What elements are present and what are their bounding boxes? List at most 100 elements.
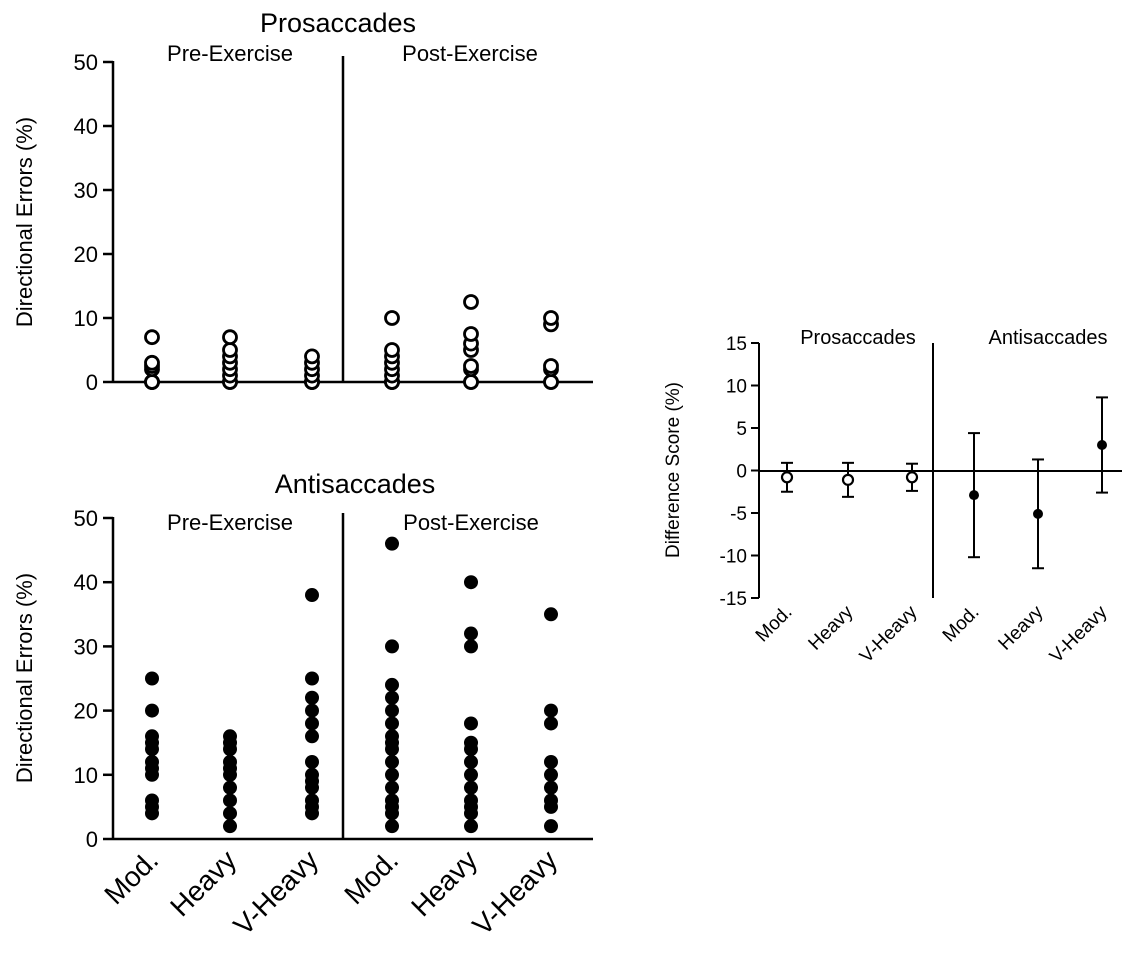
difference-y-tick-label: 10 [726, 377, 747, 398]
antisaccades-point [464, 754, 478, 769]
difference-y-tick-label: 0 [736, 462, 747, 483]
antisaccades-point [145, 671, 159, 686]
antisaccades-x-tick-label: Heavy [405, 844, 483, 922]
antisaccades-point [385, 780, 399, 795]
antisaccades-point [145, 703, 159, 718]
antisaccades-title: Antisaccades [275, 469, 436, 499]
antisaccades-point [223, 780, 237, 795]
antisaccades-y-tick-label: 10 [74, 763, 98, 788]
prosaccades-y-tick-label: 30 [74, 178, 98, 203]
antisaccades-panel: Antisaccades Pre-Exercise Post-Exercise … [12, 469, 593, 941]
difference-panel: Prosaccades Antisaccades Difference Scor… [663, 327, 1122, 667]
prosaccades-points [144, 294, 559, 390]
antisaccades-point [464, 735, 478, 750]
difference-mean-point [905, 471, 919, 484]
difference-mean-point [969, 490, 979, 501]
antisaccades-point [385, 536, 399, 551]
antisaccades-y-tick-label: 20 [74, 699, 98, 724]
antisaccades-point [544, 780, 558, 795]
difference-x-tick-label: Mod. [939, 602, 984, 647]
antisaccades-point [385, 767, 399, 782]
antisaccades-x-tick-label: V-Heavy [466, 844, 563, 941]
antisaccades-point [145, 793, 159, 808]
antisaccades-pre-label: Pre-Exercise [167, 510, 293, 535]
difference-x-tick-label: Heavy [805, 601, 858, 654]
difference-x-tick-label: Mod. [752, 602, 797, 647]
antisaccades-point [305, 716, 319, 731]
prosaccades-point [463, 358, 479, 374]
antisaccades-point [223, 729, 237, 744]
prosaccades-point [304, 348, 320, 365]
antisaccades-point [544, 793, 558, 808]
antisaccades-point [544, 767, 558, 782]
antisaccades-point [385, 754, 399, 769]
prosaccades-post-label: Post-Exercise [402, 41, 538, 66]
prosaccades-point [222, 329, 238, 346]
antisaccades-point [223, 819, 237, 834]
antisaccades-point [464, 793, 478, 808]
antisaccades-post-label: Post-Exercise [403, 510, 539, 535]
antisaccades-y-axis-label: Directional Errors (%) [12, 573, 37, 783]
difference-mean-point [841, 473, 855, 486]
prosaccades-point [463, 374, 479, 390]
antisaccades-point [385, 729, 399, 744]
antisaccades-x-tick-label: V-Heavy [227, 844, 324, 941]
prosaccades-point [222, 342, 238, 358]
prosaccades-y-ticks: 0 10 20 30 40 50 [74, 50, 113, 395]
prosaccades-y-tick-label: 10 [74, 306, 98, 331]
antisaccades-point [464, 767, 478, 782]
antisaccades-point [464, 575, 478, 590]
difference-mean-point [1097, 440, 1107, 450]
prosaccades-y-tick-label: 40 [74, 114, 98, 139]
prosaccades-y-axis-label: Directional Errors (%) [12, 117, 37, 327]
antisaccades-points [145, 536, 558, 834]
prosaccades-y-tick-label: 20 [74, 242, 98, 267]
difference-y-ticks: -15 -10 -5 0 5 10 15 [720, 334, 759, 610]
antisaccades-point [145, 754, 159, 769]
prosaccades-panel: Prosaccades Pre-Exercise Post-Exercise D… [12, 8, 593, 395]
antisaccades-point [544, 819, 558, 834]
antisaccades-point [385, 793, 399, 808]
antisaccades-point [464, 716, 478, 731]
antisaccades-y-tick-label: 0 [86, 827, 98, 852]
prosaccades-point [463, 294, 479, 310]
antisaccades-x-tick-label: Heavy [164, 844, 242, 922]
difference-pro-label: Prosaccades [800, 327, 916, 349]
antisaccades-point [385, 703, 399, 718]
antisaccades-point [305, 754, 319, 769]
antisaccades-point [305, 767, 319, 782]
difference-y-tick-label: 5 [736, 419, 747, 440]
antisaccades-point [464, 626, 478, 641]
prosaccades-point [144, 354, 160, 371]
antisaccades-point [305, 671, 319, 686]
difference-anti-label: Antisaccades [989, 327, 1108, 349]
antisaccades-y-tick-label: 30 [74, 634, 98, 659]
prosaccades-point [543, 358, 559, 374]
difference-y-tick-label: -15 [720, 589, 747, 610]
antisaccades-point [223, 793, 237, 808]
antisaccades-point [385, 819, 399, 834]
antisaccades-y-tick-label: 40 [74, 570, 98, 595]
antisaccades-point [464, 819, 478, 834]
antisaccades-y-ticks: 0 10 20 30 40 50 [74, 506, 113, 852]
antisaccades-point [385, 639, 399, 654]
difference-points [780, 396, 1108, 570]
prosaccades-point [463, 326, 479, 342]
difference-mean-point [1033, 508, 1043, 519]
antisaccades-point [385, 690, 399, 705]
prosaccades-point [543, 310, 559, 326]
antisaccades-point [385, 716, 399, 731]
prosaccades-point [543, 374, 559, 390]
difference-mean-point [780, 471, 794, 484]
difference-x-tick-label: V-Heavy [1046, 601, 1112, 667]
antisaccades-point [544, 607, 558, 622]
prosaccades-point [384, 342, 400, 358]
prosaccades-point [384, 310, 400, 326]
antisaccades-point [544, 703, 558, 718]
antisaccades-point [305, 793, 319, 808]
prosaccades-title: Prosaccades [260, 8, 416, 38]
prosaccades-point [144, 329, 160, 346]
antisaccades-point [223, 806, 237, 821]
